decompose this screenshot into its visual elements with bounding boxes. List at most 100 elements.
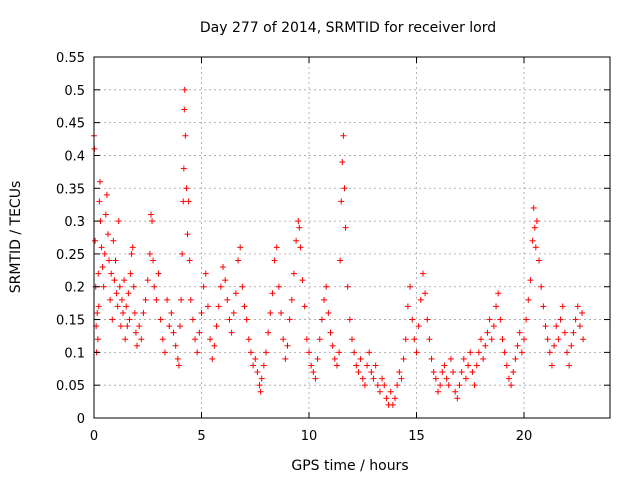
data-point — [383, 395, 390, 402]
data-point — [499, 336, 506, 343]
data-point — [564, 349, 570, 356]
data-point — [112, 257, 119, 264]
data-point — [182, 132, 189, 139]
x-axis-label: GPS time / hours — [291, 458, 408, 474]
data-point — [342, 224, 349, 231]
data-point — [572, 316, 579, 323]
data-point — [462, 375, 469, 382]
data-point — [316, 336, 323, 343]
data-point — [349, 336, 355, 343]
data-point — [409, 316, 416, 323]
data-point — [389, 401, 396, 408]
data-point — [465, 362, 472, 369]
data-point — [435, 388, 441, 395]
x-tick-label: 20 — [516, 429, 533, 444]
data-point — [351, 349, 358, 356]
y-tick-label: 0.05 — [56, 379, 85, 394]
data-point — [180, 198, 187, 205]
data-point — [149, 218, 156, 225]
data-point — [559, 303, 566, 310]
data-point — [514, 342, 521, 349]
data-point — [183, 185, 190, 192]
data-point — [366, 349, 373, 356]
data-point — [155, 270, 162, 277]
data-point — [546, 349, 553, 356]
data-point — [314, 355, 321, 362]
data-point — [495, 290, 502, 297]
data-point — [282, 355, 289, 362]
data-point — [101, 250, 108, 257]
data-point — [396, 369, 403, 376]
data-point — [580, 336, 587, 343]
data-point — [340, 132, 347, 139]
data-point — [512, 355, 519, 362]
data-point — [175, 362, 182, 369]
data-point — [111, 277, 118, 284]
x-tick-label: 5 — [197, 429, 205, 444]
data-point — [124, 323, 131, 330]
data-point — [338, 198, 345, 205]
data-point — [299, 277, 306, 284]
data-point — [202, 270, 209, 277]
data-point — [341, 185, 348, 192]
data-point — [290, 270, 297, 277]
axis-ticks — [93, 56, 610, 419]
data-point — [280, 336, 287, 343]
data-point — [422, 290, 429, 297]
data-point — [415, 323, 422, 330]
data-point — [198, 309, 205, 316]
data-point — [121, 277, 128, 284]
data-point — [102, 211, 109, 218]
data-point — [497, 316, 504, 323]
data-point — [174, 355, 181, 362]
data-point — [473, 362, 480, 369]
data-point — [568, 342, 575, 349]
data-point — [100, 283, 107, 290]
data-point — [122, 336, 129, 343]
data-point — [151, 283, 158, 290]
data-point — [323, 283, 330, 290]
data-point — [180, 165, 187, 172]
data-point — [419, 270, 426, 277]
y-tick-label: 0.55 — [56, 51, 85, 66]
data-point — [329, 342, 336, 349]
data-point — [437, 382, 444, 389]
data-point — [192, 336, 199, 343]
data-point — [109, 316, 116, 323]
data-point — [542, 323, 549, 330]
data-point — [92, 237, 99, 244]
data-point — [308, 362, 315, 369]
data-point — [398, 375, 405, 382]
grid-lines — [94, 57, 610, 418]
data-point — [337, 257, 344, 264]
data-point — [245, 336, 252, 343]
data-point — [136, 323, 143, 330]
data-point — [113, 290, 120, 297]
data-point — [484, 329, 491, 336]
data-point — [458, 369, 465, 376]
data-point — [493, 303, 500, 310]
data-point — [267, 309, 274, 316]
data-point — [339, 159, 346, 166]
data-point — [454, 395, 461, 402]
data-point — [402, 336, 409, 343]
data-point — [172, 342, 179, 349]
data-point — [310, 369, 317, 376]
data-point — [331, 355, 338, 362]
data-point — [114, 303, 121, 310]
data-point — [159, 336, 166, 343]
data-point — [247, 349, 254, 356]
data-point — [144, 277, 151, 284]
data-point — [344, 283, 351, 290]
data-point — [128, 250, 135, 257]
data-point — [168, 309, 175, 316]
data-point — [538, 283, 545, 290]
data-point — [306, 349, 312, 356]
data-point — [256, 382, 263, 389]
x-tick-label: 10 — [301, 429, 318, 444]
data-point — [181, 106, 188, 113]
data-point — [254, 369, 261, 376]
data-point — [117, 323, 124, 330]
data-point — [130, 283, 137, 290]
data-point — [132, 329, 139, 336]
